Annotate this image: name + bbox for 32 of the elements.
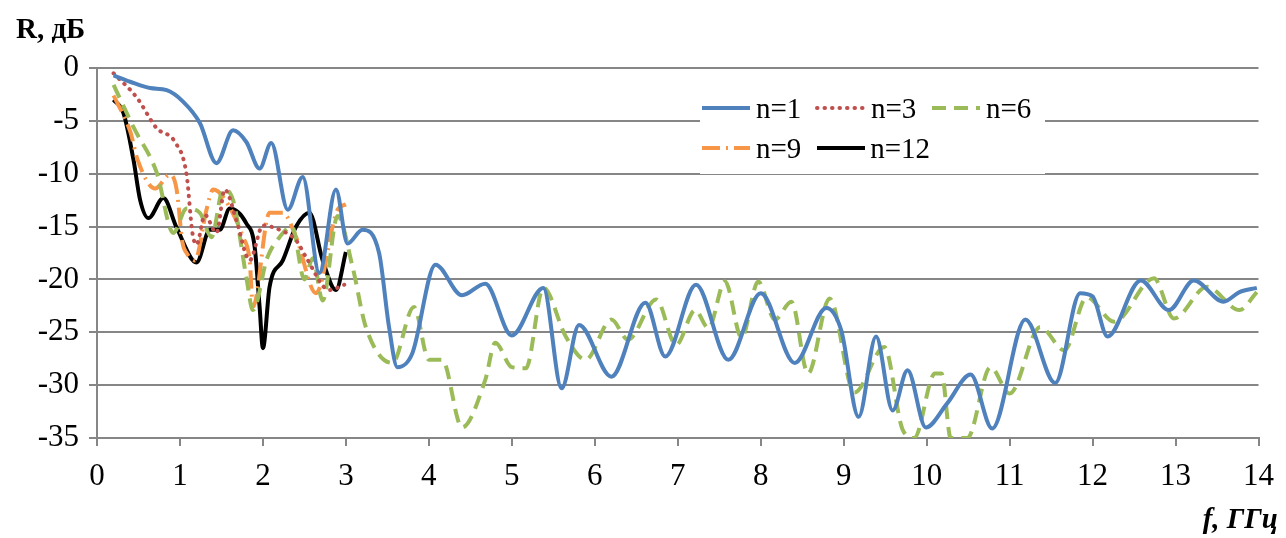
y-tick-label: -5 xyxy=(53,101,79,136)
y-tick-label: -15 xyxy=(37,206,79,242)
y-axis-title: R, дБ xyxy=(16,12,86,44)
line-series xyxy=(111,71,347,292)
x-tick-label: 8 xyxy=(752,456,769,492)
x-axis-title: f, ГГц xyxy=(1202,502,1278,534)
x-tick-label: 14 xyxy=(1243,456,1275,492)
x-tick-label: 10 xyxy=(911,456,943,492)
x-tick-label: 11 xyxy=(994,456,1025,492)
x-tick-label: 9 xyxy=(835,456,852,492)
x-tick-label: 2 xyxy=(255,456,271,492)
legend-label: n=1 xyxy=(756,91,802,125)
x-tick-label: 13 xyxy=(1160,456,1192,492)
y-tick-label: -10 xyxy=(37,153,79,189)
x-tick-label: 12 xyxy=(1077,456,1109,492)
line-series xyxy=(111,93,348,309)
x-tick-label: 3 xyxy=(338,456,354,492)
x-tick-label: 0 xyxy=(89,456,105,492)
x-tick-label: 4 xyxy=(421,456,438,492)
y-tick-label: -20 xyxy=(37,259,79,295)
x-tick-label: 1 xyxy=(172,456,188,492)
y-tick-label: -25 xyxy=(37,312,79,348)
y-tick-label: -30 xyxy=(37,365,79,401)
x-tick-label: 6 xyxy=(587,456,603,492)
x-tick-label: 5 xyxy=(504,456,520,492)
y-tick-label: 0 xyxy=(63,48,79,84)
x-tick-label: 7 xyxy=(670,456,686,492)
legend-label: n=9 xyxy=(756,131,802,165)
y-tick-label: -35 xyxy=(37,418,79,454)
legend-label: n=12 xyxy=(870,131,930,165)
legend-label: n=6 xyxy=(986,91,1032,125)
legend-label: n=3 xyxy=(871,91,917,125)
